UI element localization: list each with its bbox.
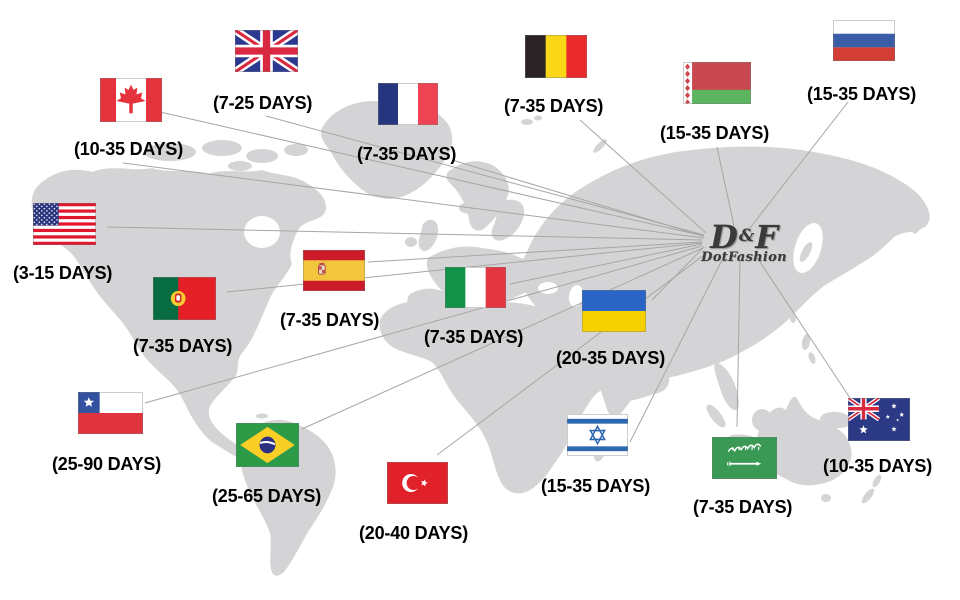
ukraine-shipping-label: (20-35 DAYS) [556, 348, 665, 368]
usa-flag-icon [33, 203, 96, 245]
uk-flag-icon [235, 30, 298, 72]
turkey-shipping-label: (20-40 DAYS) [359, 523, 468, 543]
italy-flag-icon [445, 267, 506, 308]
logo-ampersand: & [738, 226, 755, 246]
connector-line [106, 226, 703, 241]
connector-line [265, 115, 705, 236]
connector-line [579, 119, 707, 234]
brand-logo-subtitle: DotFashion [701, 250, 787, 265]
brazil-shipping-label: (25-65 DAYS) [212, 486, 321, 506]
connector-line [509, 243, 703, 285]
connector-line [301, 247, 704, 430]
australia-shipping-label: (10-35 DAYS) [823, 456, 932, 476]
connector-line [736, 261, 741, 428]
france-flag-icon [378, 83, 438, 125]
connector-line [436, 251, 709, 456]
brand-logo-main: D&F [700, 219, 788, 254]
russia-flag-icon [833, 20, 895, 61]
connector-line [749, 101, 849, 229]
saudi-arabia-shipping-label: (7-35 DAYS) [693, 497, 793, 517]
connector-line [629, 259, 723, 443]
israel-flag-icon [567, 414, 628, 456]
connector-line [122, 162, 705, 239]
connector-line [755, 255, 851, 399]
connector-line [451, 159, 704, 237]
spain-shipping-label: (7-35 DAYS) [280, 310, 380, 330]
israel-shipping-label: (15-35 DAYS) [541, 476, 650, 496]
france-shipping-label: (7-35 DAYS) [357, 144, 457, 164]
connector-line [651, 246, 705, 301]
ukraine-flag-icon [582, 290, 646, 332]
canada-flag-icon [100, 78, 162, 122]
connector-line [716, 146, 735, 227]
belarus-flag-icon [683, 62, 751, 104]
connector-line [144, 245, 703, 404]
connector-line [159, 111, 705, 237]
chile-flag-icon [78, 392, 143, 434]
brazil-flag-icon [236, 423, 299, 467]
portugal-shipping-label: (7-35 DAYS) [133, 336, 233, 356]
belarus-shipping-label: (15-35 DAYS) [660, 123, 769, 143]
belgium-shipping-label: (7-35 DAYS) [504, 96, 604, 116]
brand-logo: D&F DotFashion [700, 219, 788, 264]
chile-shipping-label: (25-90 DAYS) [52, 454, 161, 474]
spain-flag-icon [303, 250, 365, 291]
belgium-flag-icon [525, 35, 587, 78]
australia-flag-icon [848, 398, 910, 441]
uk-shipping-label: (7-25 DAYS) [213, 93, 313, 113]
logo-letter-f: F [755, 218, 778, 256]
logo-letter-d: D [710, 218, 738, 256]
portugal-flag-icon [153, 277, 216, 320]
canada-shipping-label: (10-35 DAYS) [74, 139, 183, 159]
usa-shipping-label: (3-15 DAYS) [13, 263, 113, 283]
turkey-flag-icon [387, 462, 448, 504]
connector-line [367, 241, 703, 263]
saudi-arabia-flag-icon [712, 437, 777, 479]
russia-shipping-label: (15-35 DAYS) [807, 84, 916, 104]
italy-shipping-label: (7-35 DAYS) [424, 327, 524, 347]
